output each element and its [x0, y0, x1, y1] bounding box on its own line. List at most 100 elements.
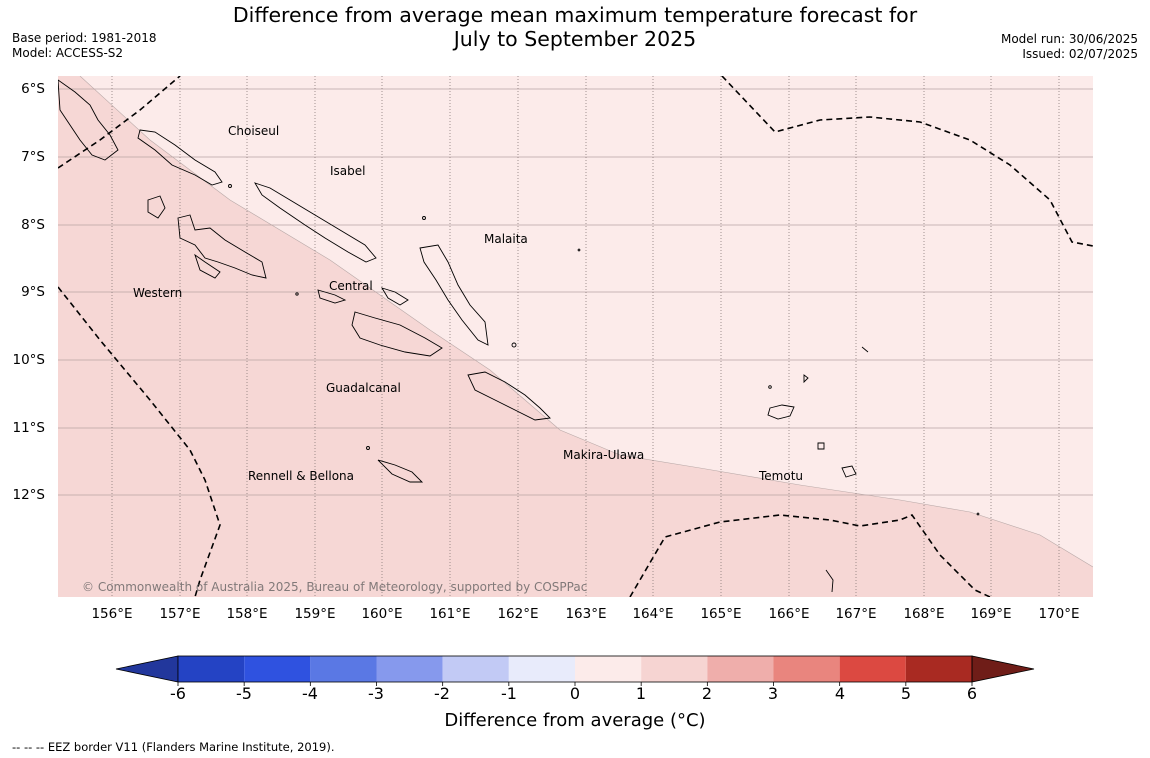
colorbar-label: Difference from average (°C) [444, 710, 706, 731]
island-rennell [377, 459, 424, 483]
colorbar-segment [376, 656, 443, 682]
lon-label-156e: 156°E [91, 606, 133, 622]
island-reef [861, 346, 869, 353]
colorbar-tick: -2 [434, 684, 450, 703]
island-temotu-south [841, 465, 857, 478]
island-isabel [254, 182, 377, 263]
zone-boundary [79, 76, 1093, 568]
lon-label-157e: 157°E [159, 606, 201, 622]
lat-label-6s: 6°S [21, 81, 45, 97]
colorbar-tick: 3 [767, 684, 779, 703]
colorbar-tick: -5 [236, 684, 252, 703]
place-temotu: Temotu [759, 469, 804, 483]
copyright-notice: © Commonwealth of Australia 2025, Bureau… [82, 580, 588, 594]
colorbar [115, 655, 1035, 686]
base-period: Base period: 1981-2018 [12, 31, 157, 45]
issued-date: Issued: 02/07/2025 [1022, 47, 1138, 61]
island-choiseul [137, 129, 223, 186]
islet [228, 184, 232, 188]
lon-label-170e: 170°E [1038, 606, 1080, 622]
island-guadalcanal [351, 311, 443, 357]
lon-label-158e: 158°E [226, 606, 268, 622]
lat-label-10s: 10°S [12, 352, 46, 368]
model-run: Model run: 30/06/2025 [1000, 32, 1138, 46]
place-western: Western [133, 286, 183, 300]
islet [577, 248, 581, 252]
colorbar-tick: 0 [569, 684, 581, 703]
colorbar-tick: 6 [966, 684, 978, 703]
island-santa-cruz [767, 404, 795, 420]
lon-label-163e: 163°E [565, 606, 607, 622]
lat-label-12s: 12°S [12, 487, 46, 503]
island-kolombangara [147, 195, 166, 219]
eez-border [58, 76, 1093, 597]
island-makira [467, 371, 551, 421]
title-line-2: July to September 2025 [453, 27, 697, 51]
islet [768, 385, 772, 389]
colorbar-extend-high [971, 655, 1035, 683]
lon-label-160e: 160°E [361, 606, 403, 622]
metadata-left: Base period: 1981-2018 Model: ACCESS-S2 [12, 31, 157, 61]
lon-label-169e: 169°E [970, 606, 1012, 622]
islet [295, 292, 299, 296]
island-central [317, 289, 347, 304]
colorbar-extend-low [115, 655, 179, 683]
island-western-group [177, 214, 267, 279]
lat-label-8s: 8°S [21, 217, 45, 233]
colorbar-tick: -4 [302, 684, 318, 703]
islet [511, 342, 517, 348]
colorbar-tick: -6 [170, 684, 186, 703]
zone-high-anomaly [58, 76, 1093, 597]
islands [58, 79, 980, 593]
colorbar-segment [310, 656, 377, 682]
lon-label-164e: 164°E [632, 606, 674, 622]
colorbar-segment [839, 656, 906, 682]
colorbar-segment [508, 656, 575, 682]
colorbar-segment [641, 656, 708, 682]
colorbar-tick: 4 [834, 684, 846, 703]
islet [976, 512, 980, 516]
colorbar-segment [442, 656, 509, 682]
island-tikopia [817, 442, 825, 450]
colorbar-segment [575, 656, 642, 682]
lon-label-159e: 159°E [294, 606, 336, 622]
island-malaita [419, 244, 489, 346]
place-choiseul: Choiseul [228, 124, 280, 138]
place-isabel: Isabel [330, 164, 366, 178]
metadata-right: Model run: 30/06/2025 Issued: 02/07/2025 [1001, 32, 1138, 62]
model-name: Model: ACCESS-S2 [12, 46, 124, 60]
island-anuta [803, 374, 809, 384]
colorbar-tick: 5 [900, 684, 912, 703]
title-line-1: Difference from average mean maximum tem… [232, 3, 918, 27]
lon-label-165e: 165°E [700, 606, 742, 622]
place-makira-ulawa: Makira-Ulawa [563, 448, 645, 462]
island-bougainville [58, 79, 119, 161]
lat-label-9s: 9°S [21, 284, 45, 300]
colorbar-tick: -3 [368, 684, 384, 703]
place-malaita: Malaita [484, 232, 528, 246]
lon-label-166e: 166°E [768, 606, 810, 622]
islet [366, 446, 370, 450]
place-rennell-bellona: Rennell & Bellona [248, 469, 355, 483]
colorbar-tick: 2 [701, 684, 713, 703]
colorbar-segment [905, 656, 972, 682]
lat-label-11s: 11°S [12, 420, 46, 436]
islet [422, 216, 426, 220]
colorbar-tick: -1 [501, 684, 517, 703]
lon-label-162e: 162°E [497, 606, 539, 622]
lon-label-168e: 168°E [903, 606, 945, 622]
place-guadalcanal: Guadalcanal [326, 381, 401, 395]
island-rendova [194, 253, 221, 279]
lon-label-167e: 167°E [835, 606, 877, 622]
colorbar-segment [707, 656, 774, 682]
lat-label-7s: 7°S [21, 149, 45, 165]
place-central: Central [329, 279, 373, 293]
lat-gridlines [58, 88, 1093, 496]
chart-title: Difference from average mean maximum tem… [0, 3, 1150, 51]
island-duff [825, 569, 834, 593]
eez-footnote: -- -- -- EEZ border V11 (Flanders Marine… [12, 740, 335, 754]
lon-label-161e: 161°E [429, 606, 471, 622]
island-russell [381, 287, 409, 306]
colorbar-segment [773, 656, 840, 682]
